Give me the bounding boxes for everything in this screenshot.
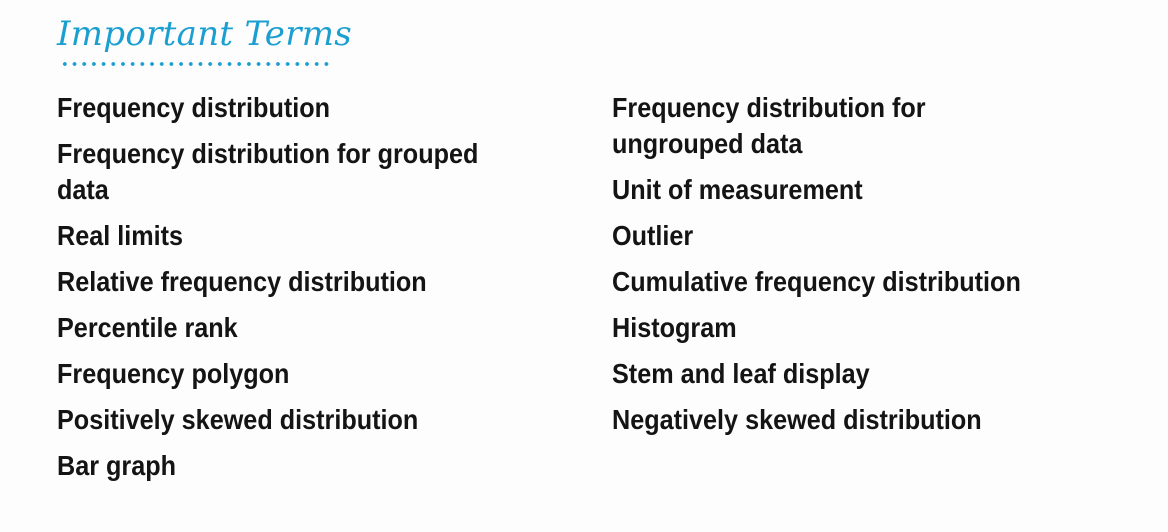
term-negatively-skewed-distribution: Negatively skewed distribution [612, 404, 982, 435]
dotted-underline [60, 61, 332, 67]
terms-list-right: Frequency distribution for ungrouped dat… [612, 90, 1116, 448]
term-frequency-distribution-ungrouped: Frequency distribution for ungrouped dat… [612, 92, 926, 159]
term-frequency-polygon: Frequency polygon [57, 358, 290, 389]
term-stem-and-leaf-display: Stem and leaf display [612, 358, 870, 389]
term-relative-frequency-distribution: Relative frequency distribution [57, 266, 427, 297]
term-positively-skewed-distribution: Positively skewed distribution [57, 404, 419, 435]
term-real-limits: Real limits [57, 220, 184, 251]
term-cumulative-frequency-distribution: Cumulative frequency distribution [612, 266, 1021, 297]
terms-list-left: Frequency distribution Frequency distrib… [57, 90, 561, 494]
term-frequency-distribution-grouped: Frequency distribution for grouped data [57, 138, 479, 205]
term-percentile-rank: Percentile rank [57, 312, 238, 343]
term-bar-graph: Bar graph [57, 450, 177, 481]
section-title: Important Terms [57, 14, 353, 54]
term-unit-of-measurement: Unit of measurement [612, 174, 863, 205]
term-frequency-distribution: Frequency distribution [57, 92, 331, 123]
term-histogram: Histogram [612, 312, 737, 343]
term-outlier: Outlier [612, 220, 694, 251]
